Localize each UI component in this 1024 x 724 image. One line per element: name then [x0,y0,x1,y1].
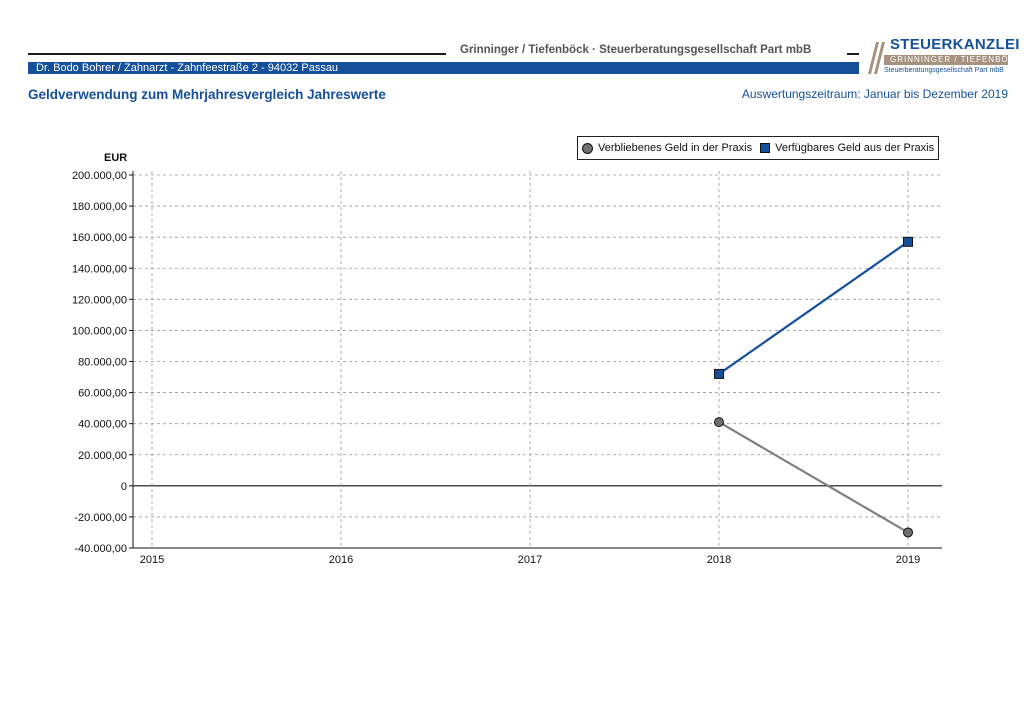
data-point-circle [714,417,724,428]
legend-label: Verbliebenes Geld in der Praxis [598,142,753,154]
client-bar [28,62,859,74]
y-tick-label: 120.000,00 [72,294,127,306]
x-tick-label: 2016 [329,554,353,566]
logo-band [884,55,1008,65]
chart-legend: Verbliebenes Geld in der Praxis Verfügba… [577,136,940,160]
y-tick-label: 0 [121,481,127,493]
data-point-square [903,236,913,247]
y-tick-label: 160.000,00 [72,232,127,244]
x-tick-label: 2018 [707,554,731,566]
report-period: Auswertungszeitraum: Januar bis Dezember… [741,87,1008,101]
data-point-circle [903,527,913,538]
legend-label: Verfügbares Geld aus der Praxis [775,142,935,154]
y-axis-unit: EUR [104,152,128,164]
y-tick-label: 60.000,00 [78,388,127,400]
logo-subtitle: GRINNINGER / TIEFENBÖCK [890,55,1022,64]
firm-name: Grinninger / Tiefenböck · Steuerberatung… [460,44,812,56]
series-line-1 [718,421,909,534]
legend-item-verbliebenes: Verbliebenes Geld in der Praxis [582,142,752,154]
y-tick-label: 80.000,00 [78,357,127,369]
y-tick-label: 140.000,00 [72,263,127,275]
page-title: Geldverwendung zum Mehrjahresvergleich J… [28,87,386,102]
header-rule-end [847,53,859,55]
y-tick-label: 100.000,00 [72,325,127,337]
y-tick-label: 180.000,00 [72,201,127,213]
y-tick-label: -20.000,00 [74,512,127,524]
y-tick-label: 200.000,00 [72,170,127,182]
y-tick-label: 20.000,00 [78,450,127,462]
x-tick-label: 2015 [140,554,164,566]
y-tick-label: -40.000,00 [74,543,127,555]
legend-item-verfuegbares: Verfügbares Geld aus der Praxis [760,142,934,154]
client-info: Dr. Bodo Bohrer / Zahnarzt - Zahnfeestra… [36,62,339,74]
x-tick-label: 2019 [896,554,920,566]
logo-title: STEUERKANZLEI [890,36,1020,53]
square-marker-icon [760,143,771,153]
header-rule [28,53,446,55]
circle-marker-icon [582,142,593,154]
y-tick-label: 40.000,00 [78,419,127,431]
logo-tagline: Steuerberatungsgesellschaft Part mbB [884,67,1004,74]
series-line-2 [718,240,909,375]
firm-logo: STEUERKANZLEI GRINNINGER / TIEFENBÖCK St… [868,36,1021,78]
x-tick-label: 2017 [518,554,542,566]
data-point-square [714,368,724,379]
